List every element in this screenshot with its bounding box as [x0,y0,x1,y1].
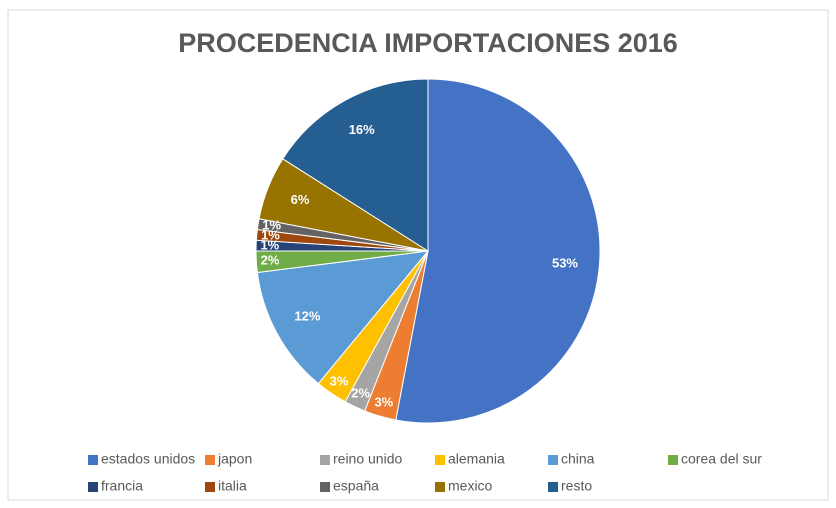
legend-marker [435,455,445,465]
legend-marker [548,482,558,492]
chart-title: PROCEDENCIA IMPORTACIONES 2016 [178,28,678,58]
legend-label: reino unido [333,451,402,467]
legend-label: japon [217,451,252,467]
legend-label: francia [101,478,143,494]
legend-label: estados unidos [101,451,195,467]
pie-slice [256,250,430,385]
pie-slice [282,78,429,252]
data-label: 12% [294,309,320,324]
legend-label: mexico [448,478,493,494]
data-label: 2% [351,386,370,401]
legend-label: corea del sur [681,451,762,467]
data-label: 2% [261,252,280,267]
data-label: 3% [374,394,393,409]
legend-label: alemania [448,451,505,467]
legend-marker [668,455,678,465]
legend-label: resto [561,478,592,494]
data-label: 6% [291,192,310,207]
data-label: 1% [262,218,281,233]
legend-label: china [561,451,595,467]
legend-marker [320,482,330,492]
pie-slice [395,78,601,424]
legend-marker [205,455,215,465]
data-label: 1% [260,237,279,252]
data-label: 53% [552,255,578,270]
data-label: 3% [330,373,349,388]
data-label: 16% [349,122,375,137]
legend-marker [548,455,558,465]
legend-marker [320,455,330,465]
legend-marker [205,482,215,492]
legend-label: españa [333,478,379,494]
legend-label: italia [218,478,247,494]
legend-marker [88,482,98,492]
data-label: 1% [261,228,280,243]
legend-marker [88,455,98,465]
legend-marker [435,482,445,492]
